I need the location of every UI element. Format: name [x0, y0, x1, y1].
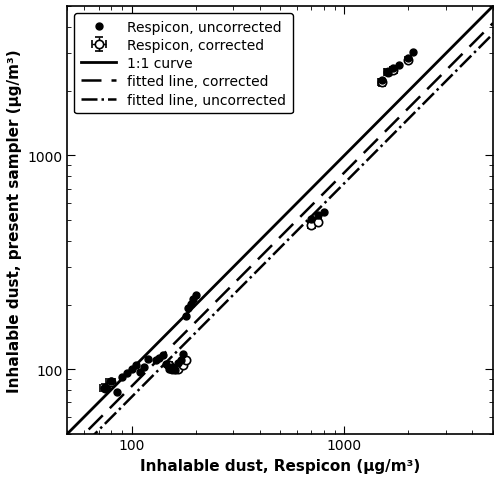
Respicon, uncorrected	[178, 358, 184, 363]
Respicon, uncorrected	[169, 364, 175, 370]
Respicon, uncorrected	[406, 56, 411, 62]
Respicon, uncorrected	[128, 367, 134, 372]
Legend: Respicon, uncorrected, Respicon, corrected, 1:1 curve, fitted line, corrected, f: Respicon, uncorrected, Respicon, correct…	[74, 14, 293, 114]
Respicon, uncorrected	[119, 374, 125, 380]
Respicon, uncorrected	[390, 66, 396, 72]
Respicon, uncorrected	[385, 70, 391, 76]
Respicon, uncorrected	[163, 361, 169, 367]
Respicon, uncorrected	[166, 367, 172, 372]
Respicon, uncorrected	[314, 213, 320, 219]
Respicon, uncorrected	[138, 370, 143, 375]
Respicon, uncorrected	[146, 356, 152, 362]
Respicon, uncorrected	[180, 351, 186, 357]
Y-axis label: Inhalable dust, present sampler (μg/m³): Inhalable dust, present sampler (μg/m³)	[7, 49, 22, 392]
Respicon, uncorrected	[186, 306, 192, 312]
Respicon, uncorrected	[192, 292, 198, 298]
Respicon, uncorrected	[102, 385, 108, 391]
Respicon, uncorrected	[175, 360, 181, 366]
Respicon, uncorrected	[156, 355, 162, 361]
Respicon, uncorrected	[124, 371, 130, 376]
Respicon, uncorrected	[308, 216, 314, 222]
Respicon, uncorrected	[190, 297, 196, 302]
Respicon, uncorrected	[114, 390, 119, 396]
Respicon, uncorrected	[172, 368, 178, 373]
Respicon, uncorrected	[379, 78, 385, 84]
X-axis label: Inhalable dust, Respicon (μg/m³): Inhalable dust, Respicon (μg/m³)	[140, 458, 420, 473]
Respicon, uncorrected	[142, 365, 148, 371]
Respicon, uncorrected	[153, 358, 159, 363]
Respicon, uncorrected	[410, 50, 416, 56]
Line: Respicon, uncorrected: Respicon, uncorrected	[102, 49, 416, 396]
Respicon, uncorrected	[183, 313, 189, 319]
Respicon, uncorrected	[160, 352, 166, 358]
Respicon, uncorrected	[188, 301, 194, 307]
Respicon, uncorrected	[133, 362, 139, 368]
Respicon, uncorrected	[396, 63, 402, 69]
Respicon, uncorrected	[320, 209, 326, 215]
Respicon, uncorrected	[108, 378, 114, 384]
